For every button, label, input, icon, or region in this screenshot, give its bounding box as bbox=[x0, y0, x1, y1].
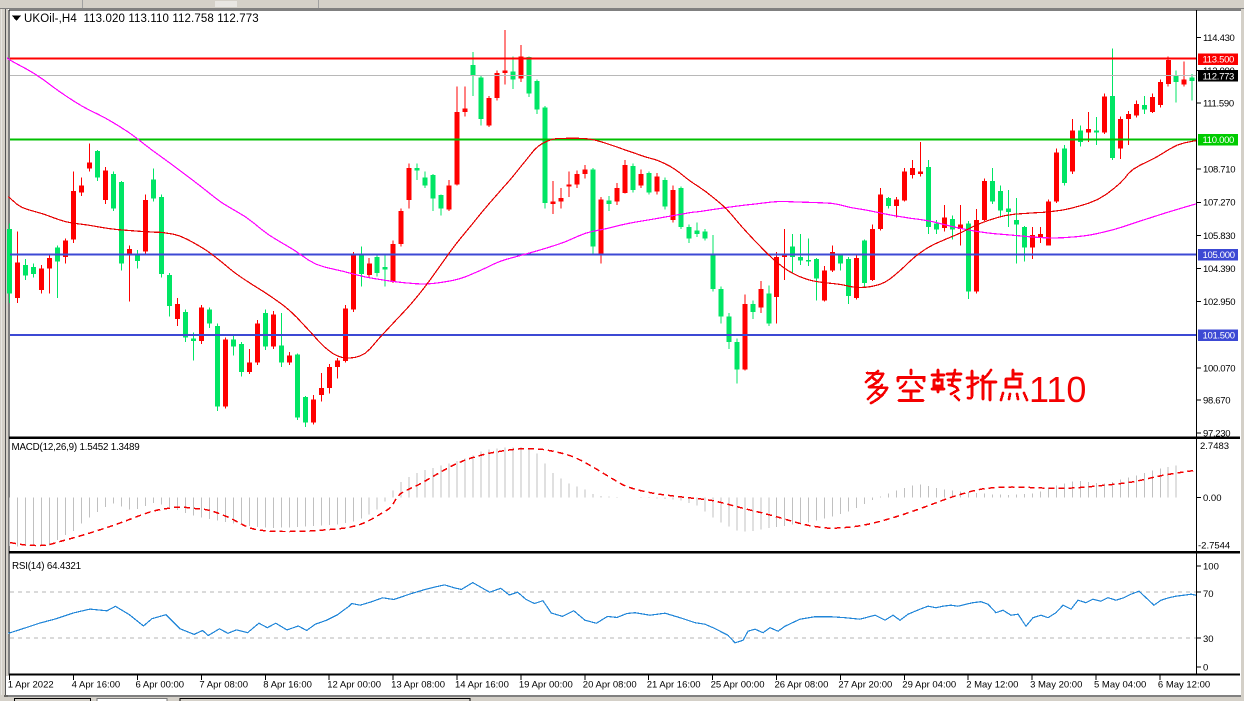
svg-text:101.500: 101.500 bbox=[1203, 331, 1235, 342]
svg-text:XAUUSD-,H4 SP500-,H4 CHI: XAUUSD-,H4 SP500-,H4 CHINA300,H4 bbox=[196, 700, 365, 701]
svg-text:14 Apr 16:00: 14 Apr 16:00 bbox=[455, 680, 509, 691]
svg-text:7 Apr 08:00: 7 Apr 08:00 bbox=[199, 680, 248, 691]
svg-text:USOil-,H4: USOil-,H4 bbox=[24, 700, 67, 701]
svg-text:113.500: 113.500 bbox=[1203, 55, 1235, 66]
svg-text:29 Apr 04:00: 29 Apr 04:00 bbox=[902, 680, 956, 691]
svg-text:6 May 12:00: 6 May 12:00 bbox=[1158, 680, 1210, 691]
svg-text:0.00: 0.00 bbox=[1203, 493, 1222, 504]
svg-text:UKOil-,H4 113.020 113.110 112: UKOil-,H4 113.020 113.110 112.758 112.77… bbox=[24, 13, 259, 25]
svg-text:21 Apr 16:00: 21 Apr 16:00 bbox=[647, 680, 701, 691]
svg-text:107.270: 107.270 bbox=[1203, 198, 1235, 209]
svg-text:110.000: 110.000 bbox=[1203, 135, 1235, 146]
svg-text:110: 110 bbox=[1029, 369, 1086, 410]
svg-text:5 May 04:00: 5 May 04:00 bbox=[1094, 680, 1146, 691]
svg-text:108.710: 108.710 bbox=[1203, 165, 1235, 176]
svg-text:3 May 20:00: 3 May 20:00 bbox=[1030, 680, 1082, 691]
svg-text:98.670: 98.670 bbox=[1203, 396, 1230, 407]
svg-text:12 Apr 00:00: 12 Apr 00:00 bbox=[327, 680, 381, 691]
svg-text:4 Apr 16:00: 4 Apr 16:00 bbox=[72, 680, 121, 691]
svg-text:2 May 12:00: 2 May 12:00 bbox=[966, 680, 1018, 691]
svg-text:2.7483: 2.7483 bbox=[1200, 441, 1229, 452]
svg-text:1 Apr 2022: 1 Apr 2022 bbox=[8, 680, 54, 691]
svg-text:102.950: 102.950 bbox=[1203, 297, 1235, 308]
svg-text:70: 70 bbox=[1203, 589, 1214, 600]
svg-text:25 Apr 00:00: 25 Apr 00:00 bbox=[711, 680, 765, 691]
svg-text:105.000: 105.000 bbox=[1203, 250, 1235, 261]
svg-text:100.070: 100.070 bbox=[1203, 363, 1235, 374]
svg-text:114.430: 114.430 bbox=[1203, 33, 1235, 44]
svg-text:97.230: 97.230 bbox=[1203, 429, 1230, 440]
svg-text:27 Apr 20:00: 27 Apr 20:00 bbox=[838, 680, 892, 691]
svg-text:RSI(14) 64.4321: RSI(14) 64.4321 bbox=[12, 561, 81, 572]
svg-text:26 Apr 08:00: 26 Apr 08:00 bbox=[775, 680, 829, 691]
svg-text:112.773: 112.773 bbox=[1203, 71, 1235, 82]
svg-text:13 Apr 08:00: 13 Apr 08:00 bbox=[391, 680, 445, 691]
svg-text:6 Apr 00:00: 6 Apr 00:00 bbox=[136, 680, 185, 691]
svg-text:-2.7544: -2.7544 bbox=[1198, 541, 1230, 552]
svg-text:105.830: 105.830 bbox=[1203, 231, 1235, 242]
svg-text:111.590: 111.590 bbox=[1203, 98, 1234, 109]
svg-text:8 Apr 16:00: 8 Apr 16:00 bbox=[263, 680, 312, 691]
svg-text:100: 100 bbox=[1203, 561, 1219, 572]
svg-text:104.390: 104.390 bbox=[1203, 264, 1235, 275]
svg-text:20 Apr 08:00: 20 Apr 08:00 bbox=[583, 680, 637, 691]
svg-text:19 Apr 00:00: 19 Apr 00:00 bbox=[519, 680, 573, 691]
svg-text:0: 0 bbox=[1203, 662, 1208, 673]
svg-text:30: 30 bbox=[1203, 634, 1214, 645]
svg-text:MACD(12,26,9) 1.5452 1.3489: MACD(12,26,9) 1.5452 1.3489 bbox=[12, 442, 140, 453]
svg-text:UKOil-,H4: UKOil-,H4 bbox=[106, 700, 149, 701]
